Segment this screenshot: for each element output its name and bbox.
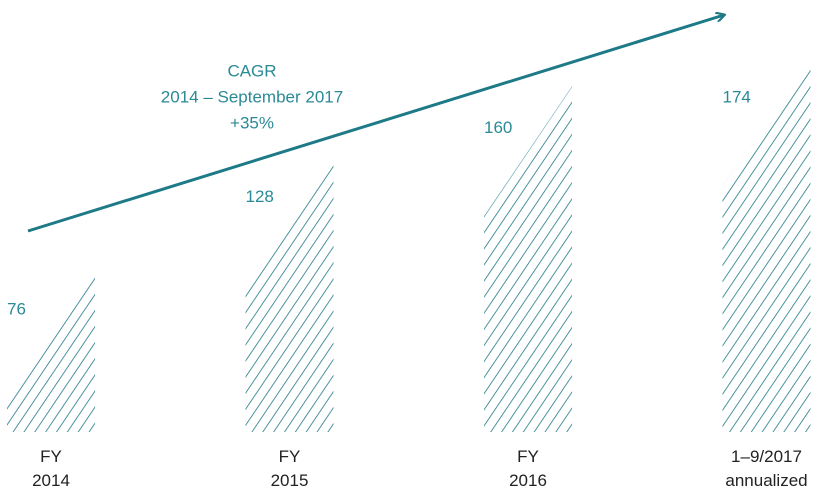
x-tick-label: 1–9/2017 annualized [725, 447, 807, 490]
x-tick-label-line: 2016 [509, 471, 547, 490]
annotation-line: +35% [230, 113, 274, 132]
data-label: 160 [484, 118, 512, 137]
data-label: 76 [7, 299, 26, 318]
x-tick-label-line: 1–9/2017 [731, 447, 802, 466]
x-tick-label: FY 2016 [509, 447, 547, 490]
x-tick-label-line: annualized [725, 471, 807, 490]
bar [245, 155, 334, 432]
cagr-annotation: CAGR 2014 – September 2017 +35% [161, 61, 343, 132]
x-tick-label-line: FY [40, 447, 62, 466]
data-label: 174 [723, 88, 751, 107]
bar [7, 267, 95, 432]
annotation-line: 2014 – September 2017 [161, 87, 343, 106]
x-tick-label-line: FY [279, 447, 301, 466]
x-tick-label-line: FY [517, 447, 539, 466]
growth-arrow [27, 15, 724, 233]
x-tick-label: FY 2015 [271, 447, 309, 490]
annotation-line: CAGR [227, 61, 276, 80]
data-label: 128 [246, 187, 274, 206]
x-tick-label-line: 2014 [32, 471, 70, 490]
bar [484, 86, 572, 433]
x-tick-label: FY 2014 [32, 447, 70, 490]
x-tick-label-line: 2015 [271, 471, 309, 490]
bar [722, 56, 811, 432]
